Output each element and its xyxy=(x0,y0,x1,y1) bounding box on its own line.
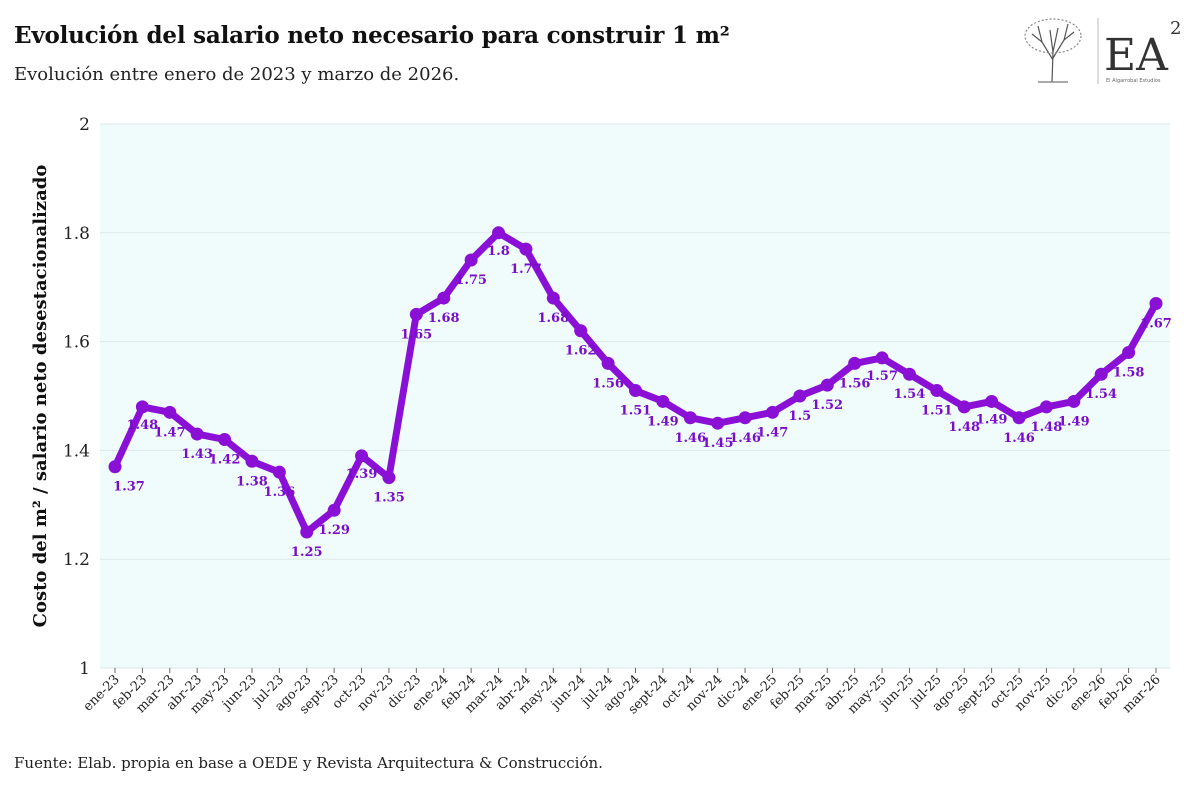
logo-superscript: 2 xyxy=(1170,18,1181,39)
data-label: 1.45 xyxy=(702,436,734,451)
data-point xyxy=(519,242,533,256)
data-point xyxy=(656,394,670,408)
data-point xyxy=(930,384,944,398)
data-label: 1.35 xyxy=(373,491,405,506)
logo-tagline: El Algarrobal Estudios xyxy=(1106,78,1161,84)
y-tick-label: 1.8 xyxy=(63,224,90,244)
chart-title: Evolución del salario neto necesario par… xyxy=(14,22,730,49)
data-point xyxy=(492,226,506,240)
data-point xyxy=(355,449,369,463)
data-label: 1.75 xyxy=(455,273,487,288)
data-label: 1.54 xyxy=(894,387,926,402)
data-point xyxy=(272,465,286,479)
data-label: 1.47 xyxy=(757,425,789,440)
data-label: 1.62 xyxy=(565,344,597,359)
data-label: 1.56 xyxy=(592,376,624,391)
data-point xyxy=(601,356,615,370)
data-label: 1.48 xyxy=(127,418,159,433)
data-point xyxy=(848,356,862,370)
data-label: 1.36 xyxy=(264,485,296,500)
data-label: 1.48 xyxy=(1031,420,1063,435)
data-label: 1.58 xyxy=(1113,365,1145,380)
y-axis-ticks: 1 1.2 1.4 1.6 1.8 2 xyxy=(63,115,90,679)
data-point xyxy=(875,351,889,365)
data-label: 1.8 xyxy=(487,244,510,259)
data-point xyxy=(711,416,725,430)
data-point xyxy=(135,400,149,414)
data-points xyxy=(108,226,1163,539)
data-point xyxy=(437,291,451,305)
data-label: 1.46 xyxy=(674,431,706,446)
data-label: 1.57 xyxy=(866,369,898,384)
data-point xyxy=(1094,367,1108,381)
y-tick-label: 1.2 xyxy=(63,550,90,570)
data-point xyxy=(108,460,122,474)
tree-icon xyxy=(1024,18,1082,83)
data-label: 1.49 xyxy=(976,412,1008,427)
data-point xyxy=(218,433,232,447)
data-point xyxy=(738,411,752,425)
data-label: 1.47 xyxy=(154,425,186,440)
y-tick-label: 1.6 xyxy=(63,333,90,353)
data-point xyxy=(1122,345,1136,359)
data-point xyxy=(793,389,807,403)
y-tick-label: 2 xyxy=(79,115,90,135)
data-point xyxy=(382,471,396,485)
data-point xyxy=(190,427,204,441)
data-point xyxy=(1149,297,1163,311)
data-point xyxy=(985,394,999,408)
y-axis-label: Costo del m² / salario neto desestaciona… xyxy=(30,165,51,628)
data-point xyxy=(1067,394,1081,408)
data-point xyxy=(245,454,259,468)
data-label: 1.68 xyxy=(428,311,460,326)
brand-logo: EA 2 El Algarrobal Estudios xyxy=(1020,12,1188,88)
data-label: 1.37 xyxy=(113,480,145,495)
data-label: 1.52 xyxy=(811,398,843,413)
data-point xyxy=(300,525,314,539)
source-note: Fuente: Elab. propia en base a OEDE y Re… xyxy=(14,754,603,772)
y-tick-label: 1 xyxy=(79,659,90,679)
data-label: 1.56 xyxy=(839,376,871,391)
data-label: 1.68 xyxy=(537,311,569,326)
line-chart: 1 1.2 1.4 1.6 1.8 2 ene-23feb-23mar-23abr-23m… xyxy=(30,115,1172,717)
data-point xyxy=(1012,411,1026,425)
data-label: 1.25 xyxy=(291,545,323,560)
data-label: 1.77 xyxy=(510,262,542,277)
data-label: 1.46 xyxy=(729,431,761,446)
y-tick-label: 1.4 xyxy=(63,441,90,461)
data-label: 1.48 xyxy=(948,420,980,435)
data-point xyxy=(765,405,779,419)
data-point xyxy=(683,411,697,425)
data-point xyxy=(629,384,642,398)
data-label: 1.49 xyxy=(647,414,679,429)
data-label: 1.51 xyxy=(921,404,953,419)
data-label: 1.38 xyxy=(236,474,268,489)
data-point xyxy=(574,324,588,338)
data-point xyxy=(1039,400,1053,414)
data-label: 1.5 xyxy=(789,409,812,424)
data-label: 1.29 xyxy=(318,523,350,538)
data-label: 1.51 xyxy=(620,404,652,419)
data-label: 1.67 xyxy=(1140,317,1172,332)
data-point xyxy=(902,367,916,381)
data-label: 1.42 xyxy=(209,453,241,468)
data-point xyxy=(820,378,834,392)
data-labels: 1.371.481.471.431.421.381.361.251.291.39… xyxy=(113,244,1172,560)
data-point xyxy=(546,291,560,305)
chart-subtitle: Evolución entre enero de 2023 y marzo de… xyxy=(14,64,460,85)
data-label: 1.39 xyxy=(346,467,378,482)
data-point xyxy=(957,400,971,414)
logo-mark: EA xyxy=(1104,30,1169,81)
data-label: 1.49 xyxy=(1058,414,1090,429)
data-point xyxy=(464,253,478,267)
data-point xyxy=(163,405,177,419)
data-label: 1.54 xyxy=(1085,387,1117,402)
data-point xyxy=(409,307,423,321)
data-label: 1.43 xyxy=(181,447,213,462)
x-axis-ticks: ene-23feb-23mar-23abr-23may-23jun-23jul-… xyxy=(81,668,1164,717)
data-label: 1.46 xyxy=(1003,431,1035,446)
data-label: 1.65 xyxy=(401,327,433,342)
data-point xyxy=(327,503,341,517)
